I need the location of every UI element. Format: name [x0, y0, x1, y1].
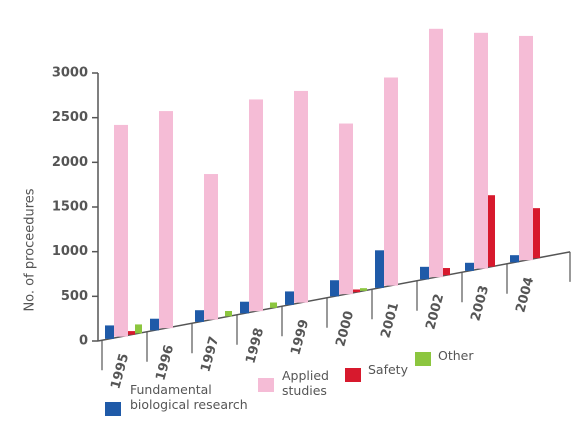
bar — [330, 280, 339, 297]
bar — [384, 77, 398, 286]
bar — [105, 325, 114, 339]
legend-label: Fundamental biological research — [130, 382, 248, 412]
bar — [474, 32, 488, 269]
bar — [150, 318, 159, 331]
x-axis — [97, 251, 571, 342]
bar — [294, 90, 308, 303]
bar — [270, 302, 277, 308]
x-tick-label: 1995 — [108, 352, 132, 391]
x-tick-label: 2003 — [468, 284, 492, 323]
bar — [443, 268, 450, 276]
legend-label: Applied studies — [282, 368, 329, 398]
bar — [519, 35, 533, 261]
y-tick-label: 0 — [79, 334, 88, 349]
legend-swatch — [345, 368, 361, 382]
x-tick-label: 1997 — [198, 335, 222, 374]
bar — [240, 301, 249, 314]
legend-swatch — [105, 402, 121, 416]
bar — [375, 250, 384, 288]
x-tick-label: 2004 — [513, 275, 537, 314]
bar — [249, 99, 263, 312]
x-tick-label: 1998 — [243, 326, 267, 365]
bar — [339, 123, 353, 295]
legend-swatch — [415, 352, 431, 366]
y-tick-label: 2500 — [52, 110, 88, 125]
y-tick-label: 1500 — [52, 200, 88, 215]
bar — [128, 331, 135, 335]
bar — [420, 266, 429, 280]
y-axis-label: No. of proceedures — [23, 188, 38, 311]
bar — [225, 310, 232, 317]
y-tick-label: 1000 — [52, 244, 88, 259]
legend-label: Other — [438, 348, 474, 363]
y-tick-label: 3000 — [52, 66, 88, 81]
x-tick-label: 2000 — [333, 309, 357, 348]
bar — [135, 324, 142, 334]
bar — [195, 310, 204, 322]
bar — [488, 195, 495, 267]
bar — [465, 262, 474, 271]
bar — [429, 28, 443, 278]
x-tick-label: 1996 — [153, 343, 177, 382]
bar — [159, 111, 173, 329]
bar — [204, 174, 218, 320]
x-tick-label: 2001 — [378, 301, 402, 340]
x-tick-label: 2002 — [423, 292, 447, 331]
legend-swatch — [258, 378, 274, 392]
y-tick-label: 500 — [61, 289, 88, 304]
y-tick-label: 2000 — [52, 155, 88, 170]
bar — [114, 124, 128, 337]
bar — [360, 288, 367, 291]
legend-label: Safety — [368, 362, 408, 377]
bar — [353, 289, 360, 293]
bar — [285, 291, 294, 305]
bar — [533, 208, 540, 259]
x-tick-label: 1999 — [288, 318, 312, 357]
bar — [510, 255, 519, 263]
